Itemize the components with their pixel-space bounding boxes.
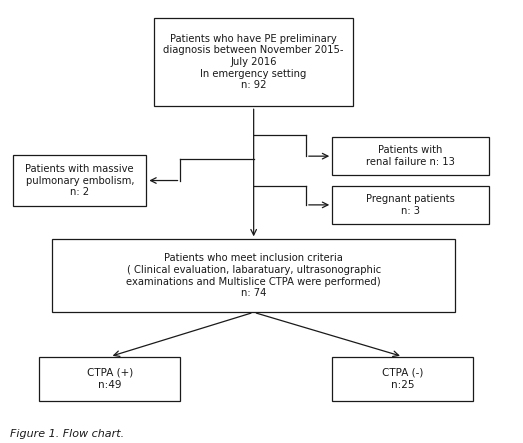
Text: Figure 1. Flow chart.: Figure 1. Flow chart. xyxy=(10,428,124,439)
Text: CTPA (-)
n:25: CTPA (-) n:25 xyxy=(382,368,424,389)
FancyBboxPatch shape xyxy=(39,357,180,401)
Text: Patients with massive
pulmonary embolism,
n: 2: Patients with massive pulmonary embolism… xyxy=(26,164,134,197)
Text: Patients with
renal failure n: 13: Patients with renal failure n: 13 xyxy=(366,145,455,167)
FancyBboxPatch shape xyxy=(13,155,146,206)
Text: Patients who have PE preliminary
diagnosis between November 2015-
July 2016
In e: Patients who have PE preliminary diagnos… xyxy=(163,34,344,90)
Text: Patients who meet inclusion criteria
( Clinical evaluation, labaratuary, ultraso: Patients who meet inclusion criteria ( C… xyxy=(127,253,381,298)
FancyBboxPatch shape xyxy=(52,239,455,312)
Text: CTPA (+)
n:49: CTPA (+) n:49 xyxy=(87,368,133,389)
FancyBboxPatch shape xyxy=(332,137,489,175)
Text: Pregnant patients
n: 3: Pregnant patients n: 3 xyxy=(366,194,455,216)
FancyBboxPatch shape xyxy=(332,186,489,224)
FancyBboxPatch shape xyxy=(154,18,353,106)
FancyBboxPatch shape xyxy=(332,357,473,401)
